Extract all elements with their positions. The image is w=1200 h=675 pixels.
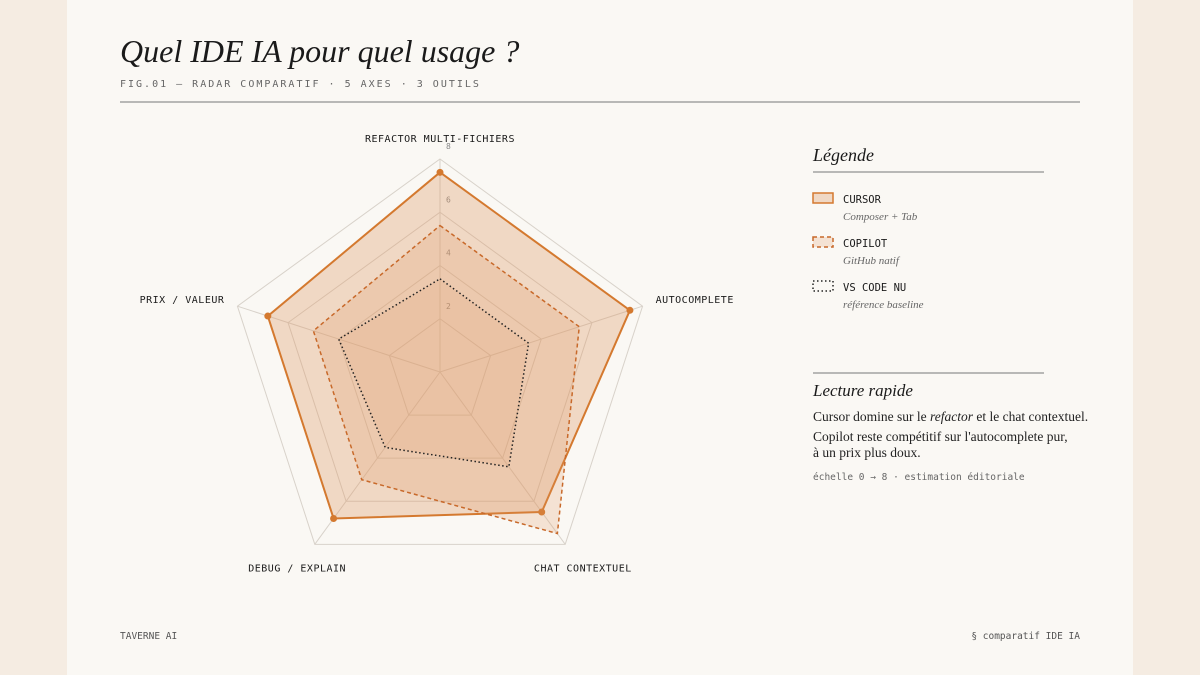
axis-label: DEBUG / EXPLAIN: [248, 564, 346, 575]
spoke: [439, 371, 566, 545]
scale-note: échelle 0 → 8 · estimation éditoriale: [813, 472, 1025, 483]
axis-label: PRIX / VALEUR: [140, 295, 225, 306]
r-tick-label: 8: [446, 142, 451, 151]
spoke: [314, 371, 441, 545]
grid-ring: [287, 211, 593, 502]
subtitle: FIG.01 — RADAR COMPARATIF · 5 AXES · 3 O…: [120, 79, 481, 90]
series-area: [266, 171, 632, 520]
legend-label: VS CODE NU: [843, 282, 906, 294]
axis-label: AUTOCOMPLETE: [656, 295, 734, 306]
legend-swatch: [812, 236, 834, 248]
series-area: [312, 224, 581, 535]
point: [436, 168, 444, 176]
r-tick-label: 6: [446, 195, 451, 204]
text: et le chat contextuel.: [973, 409, 1088, 424]
footer-left: TAVERNE AI: [120, 631, 177, 642]
panel: [67, 0, 1133, 675]
grid-ring: [338, 264, 542, 459]
r-tick-label: 2: [446, 302, 451, 311]
grid-ring: [236, 158, 644, 545]
point: [330, 514, 338, 522]
footer-right: § comparatif IDE IA: [971, 631, 1080, 642]
chart-title: Quel IDE IA pour quel usage ?: [120, 33, 519, 69]
reading-text: Cursor domine sur le refactor et le chat…: [813, 409, 1088, 424]
legend-description: référence baseline: [843, 299, 924, 311]
grid-ring: [388, 318, 492, 416]
spoke: [237, 305, 441, 373]
point: [264, 312, 272, 320]
legend-description: GitHub natif: [843, 255, 901, 267]
text: Cursor domine sur le: [813, 409, 930, 424]
point: [626, 306, 634, 314]
reading-text: Copilot reste compétitif sur l'autocompl…: [813, 429, 1068, 444]
legend-description: Composer + Tab: [843, 211, 918, 223]
series-area: [337, 277, 530, 468]
legend-label: CURSOR: [843, 194, 882, 206]
reading-title: Lecture rapide: [812, 381, 913, 400]
r-tick-label: 4: [446, 249, 451, 258]
axis-label: REFACTOR MULTI-FICHIERS: [365, 134, 515, 145]
legend-swatch: [812, 192, 834, 204]
text: refactor: [930, 409, 974, 424]
legend-label: COPILOT: [843, 238, 888, 250]
legend-swatch: [812, 280, 834, 292]
reading-text: à un prix plus doux.: [813, 445, 921, 460]
legend-title: Légende: [812, 145, 874, 165]
point: [538, 508, 546, 516]
axis-label: CHAT CONTEXTUEL: [534, 564, 632, 575]
spoke: [439, 305, 643, 373]
